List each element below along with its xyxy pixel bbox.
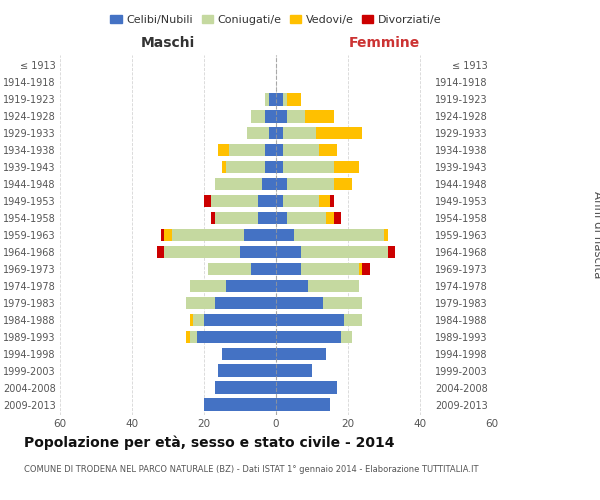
- Bar: [186, 296, 215, 310]
- Bar: [190, 314, 193, 326]
- Bar: [276, 296, 323, 310]
- Bar: [323, 296, 362, 310]
- Bar: [319, 194, 330, 207]
- Bar: [316, 126, 362, 140]
- Bar: [276, 126, 283, 140]
- Bar: [204, 194, 211, 207]
- Bar: [334, 178, 352, 190]
- Bar: [265, 110, 276, 122]
- Bar: [276, 160, 283, 173]
- Bar: [190, 280, 226, 292]
- Bar: [334, 160, 359, 173]
- Bar: [218, 144, 229, 156]
- Bar: [276, 212, 287, 224]
- Bar: [164, 228, 172, 241]
- Bar: [384, 228, 388, 241]
- Bar: [244, 228, 276, 241]
- Bar: [265, 93, 269, 106]
- Bar: [265, 160, 276, 173]
- Bar: [276, 398, 330, 411]
- Bar: [251, 262, 276, 276]
- Text: Anni di nascita: Anni di nascita: [590, 192, 600, 278]
- Bar: [362, 262, 370, 276]
- Bar: [222, 160, 226, 173]
- Bar: [294, 228, 384, 241]
- Bar: [276, 246, 301, 258]
- Bar: [330, 194, 334, 207]
- Bar: [204, 398, 276, 411]
- Bar: [276, 348, 326, 360]
- Bar: [283, 126, 316, 140]
- Bar: [276, 194, 283, 207]
- Bar: [287, 93, 301, 106]
- Bar: [186, 330, 190, 344]
- Bar: [287, 110, 305, 122]
- Bar: [388, 246, 395, 258]
- Bar: [276, 178, 287, 190]
- Bar: [226, 160, 265, 173]
- Bar: [262, 178, 276, 190]
- Bar: [276, 280, 308, 292]
- Bar: [283, 194, 319, 207]
- Text: COMUNE DI TRODENA NEL PARCO NATURALE (BZ) - Dati ISTAT 1° gennaio 2014 - Elabora: COMUNE DI TRODENA NEL PARCO NATURALE (BZ…: [24, 465, 479, 474]
- Bar: [157, 246, 164, 258]
- Bar: [301, 262, 359, 276]
- Bar: [218, 364, 276, 377]
- Text: Maschi: Maschi: [141, 36, 195, 50]
- Bar: [269, 93, 276, 106]
- Legend: Celibi/Nubili, Coniugati/e, Vedovi/e, Divorziati/e: Celibi/Nubili, Coniugati/e, Vedovi/e, Di…: [106, 10, 446, 29]
- Bar: [265, 144, 276, 156]
- Bar: [319, 144, 337, 156]
- Bar: [283, 144, 319, 156]
- Bar: [258, 212, 276, 224]
- Bar: [164, 246, 240, 258]
- Bar: [276, 364, 312, 377]
- Bar: [283, 160, 334, 173]
- Bar: [172, 228, 244, 241]
- Bar: [276, 93, 283, 106]
- Bar: [247, 126, 269, 140]
- Bar: [193, 314, 204, 326]
- Bar: [287, 178, 334, 190]
- Bar: [269, 126, 276, 140]
- Bar: [190, 330, 197, 344]
- Bar: [215, 178, 262, 190]
- Bar: [276, 382, 337, 394]
- Bar: [215, 296, 276, 310]
- Bar: [197, 330, 276, 344]
- Bar: [326, 212, 334, 224]
- Bar: [229, 144, 265, 156]
- Bar: [305, 110, 334, 122]
- Bar: [222, 348, 276, 360]
- Bar: [287, 212, 326, 224]
- Bar: [344, 314, 362, 326]
- Bar: [211, 212, 215, 224]
- Bar: [258, 194, 276, 207]
- Bar: [276, 110, 287, 122]
- Bar: [226, 280, 276, 292]
- Bar: [211, 194, 258, 207]
- Text: Femmine: Femmine: [349, 36, 419, 50]
- Bar: [301, 246, 388, 258]
- Text: Popolazione per età, sesso e stato civile - 2014: Popolazione per età, sesso e stato civil…: [24, 435, 395, 450]
- Bar: [240, 246, 276, 258]
- Bar: [276, 262, 301, 276]
- Bar: [208, 262, 251, 276]
- Bar: [161, 228, 164, 241]
- Bar: [276, 144, 283, 156]
- Bar: [276, 330, 341, 344]
- Bar: [215, 212, 258, 224]
- Bar: [308, 280, 359, 292]
- Bar: [204, 314, 276, 326]
- Bar: [341, 330, 352, 344]
- Bar: [251, 110, 265, 122]
- Bar: [283, 93, 287, 106]
- Bar: [276, 314, 344, 326]
- Bar: [334, 212, 341, 224]
- Bar: [359, 262, 362, 276]
- Bar: [215, 382, 276, 394]
- Bar: [276, 228, 294, 241]
